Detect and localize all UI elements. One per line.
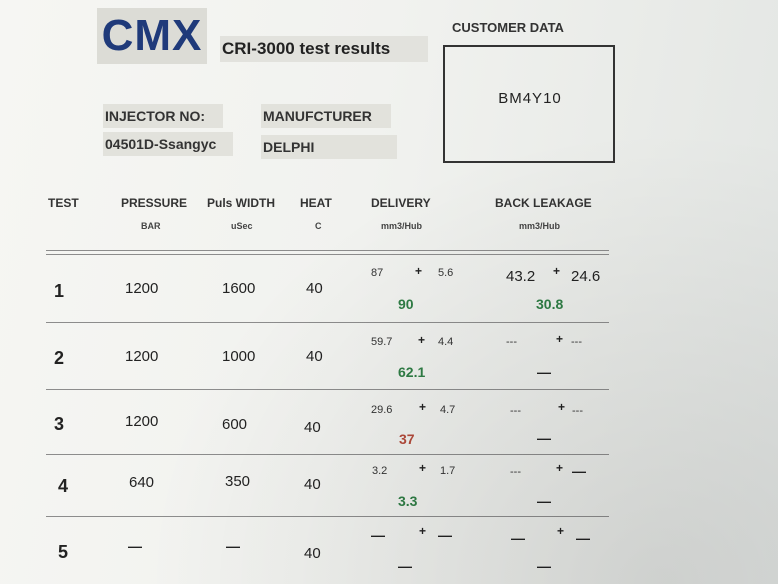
header-rule-bottom (46, 254, 609, 255)
manufacturer-label: MANUFCTURER (261, 104, 391, 128)
row-divider (46, 454, 609, 455)
header-back-unit: mm3/Hub (519, 221, 561, 231)
delivery-measured: 62.1 (398, 364, 426, 380)
back-leakage-nominal: --- (510, 466, 521, 478)
header-puls-width: Puls WIDTH (207, 196, 275, 210)
back-leakage-measured: — (537, 430, 551, 446)
report-title: CRI-3000 test results (220, 36, 428, 62)
plus-minus-symbol: + (556, 461, 564, 475)
plus-minus-symbol: + (419, 524, 427, 538)
heat-cell: 40 (304, 545, 321, 562)
pressure-cell: 1200 (125, 413, 159, 430)
delivery-nominal: 87 (371, 267, 384, 279)
back-leakage-measured: 30.8 (536, 296, 564, 312)
puls-width-cell: 1000 (222, 348, 256, 365)
header-heat: HEAT (300, 196, 332, 210)
header-back-leakage: BACK LEAKAGE (495, 196, 592, 210)
test-number: 4 (58, 476, 69, 496)
delivery-tolerance: 1.7 (440, 465, 456, 477)
pressure-cell: 1200 (125, 348, 159, 365)
delivery-nominal: 29.6 (371, 404, 393, 416)
test-number: 1 (54, 281, 65, 301)
test-number: 5 (58, 542, 69, 562)
delivery-tolerance: 5.6 (438, 267, 454, 279)
header-pressure-unit: BAR (141, 221, 161, 231)
heat-cell: 40 (306, 348, 323, 365)
plus-minus-symbol: + (558, 400, 566, 414)
delivery-tolerance: 4.7 (440, 404, 456, 416)
header-rule-top (46, 250, 609, 251)
customer-data-label: CUSTOMER DATA (452, 20, 564, 35)
heat-cell: 40 (304, 476, 321, 493)
header-heat-unit: C (315, 221, 322, 231)
customer-data-value: BM4Y10 (498, 90, 562, 107)
back-leakage-tolerance: — (576, 530, 590, 546)
delivery-nominal: 59.7 (371, 336, 393, 348)
heat-cell: 40 (306, 280, 323, 297)
pressure-cell: 640 (129, 474, 155, 491)
puls-width-cell: — (226, 538, 240, 554)
back-leakage-nominal: --- (506, 336, 517, 348)
delivery-measured: 3.3 (398, 493, 418, 509)
header-pressure: PRESSURE (121, 196, 188, 210)
delivery-tolerance: 4.4 (438, 336, 454, 348)
pressure-cell: — (128, 538, 142, 554)
pressure-cell: 1200 (125, 280, 159, 297)
heat-cell: 40 (304, 419, 321, 436)
back-leakage-measured: — (537, 364, 551, 380)
plus-minus-symbol: + (419, 400, 427, 414)
injector-value: 04501D-Ssangyc (103, 132, 233, 156)
header-delivery-unit: mm3/Hub (381, 221, 423, 231)
plus-minus-symbol: + (557, 524, 565, 538)
puls-width-cell: 1600 (222, 280, 256, 297)
manufacturer-value: DELPHI (261, 135, 397, 159)
row-divider (46, 322, 609, 323)
header-test: TEST (48, 196, 79, 210)
customer-data-box (443, 45, 615, 163)
back-leakage-tolerance: --- (571, 336, 582, 348)
delivery-measured: — (398, 558, 412, 574)
puls-width-cell: 600 (222, 416, 248, 433)
back-leakage-nominal: — (511, 530, 525, 546)
back-leakage-nominal: --- (510, 405, 521, 417)
delivery-nominal: — (371, 527, 385, 543)
back-leakage-tolerance: 24.6 (571, 268, 601, 285)
puls-width-cell: 350 (225, 473, 251, 490)
test-number: 3 (54, 414, 65, 434)
delivery-measured: 37 (399, 431, 415, 447)
header-delivery: DELIVERY (371, 196, 431, 210)
injector-label: INJECTOR NO: (103, 104, 223, 128)
plus-minus-symbol: + (556, 332, 564, 346)
delivery-measured: 90 (398, 296, 414, 312)
delivery-nominal: 3.2 (372, 465, 388, 477)
plus-minus-symbol: + (419, 461, 427, 475)
plus-minus-symbol: + (415, 264, 423, 278)
brand-logo: CMX (97, 8, 207, 64)
back-leakage-measured: — (537, 558, 551, 574)
back-leakage-tolerance: --- (572, 405, 583, 417)
plus-minus-symbol: + (553, 264, 561, 278)
header-puls-unit: uSec (231, 221, 253, 231)
back-leakage-measured: — (537, 493, 551, 509)
test-number: 2 (54, 348, 65, 368)
row-divider (46, 516, 609, 517)
delivery-tolerance: — (438, 527, 452, 543)
plus-minus-symbol: + (418, 333, 426, 347)
back-leakage-tolerance: — (572, 463, 586, 479)
row-divider (46, 389, 609, 390)
back-leakage-nominal: 43.2 (506, 268, 536, 285)
